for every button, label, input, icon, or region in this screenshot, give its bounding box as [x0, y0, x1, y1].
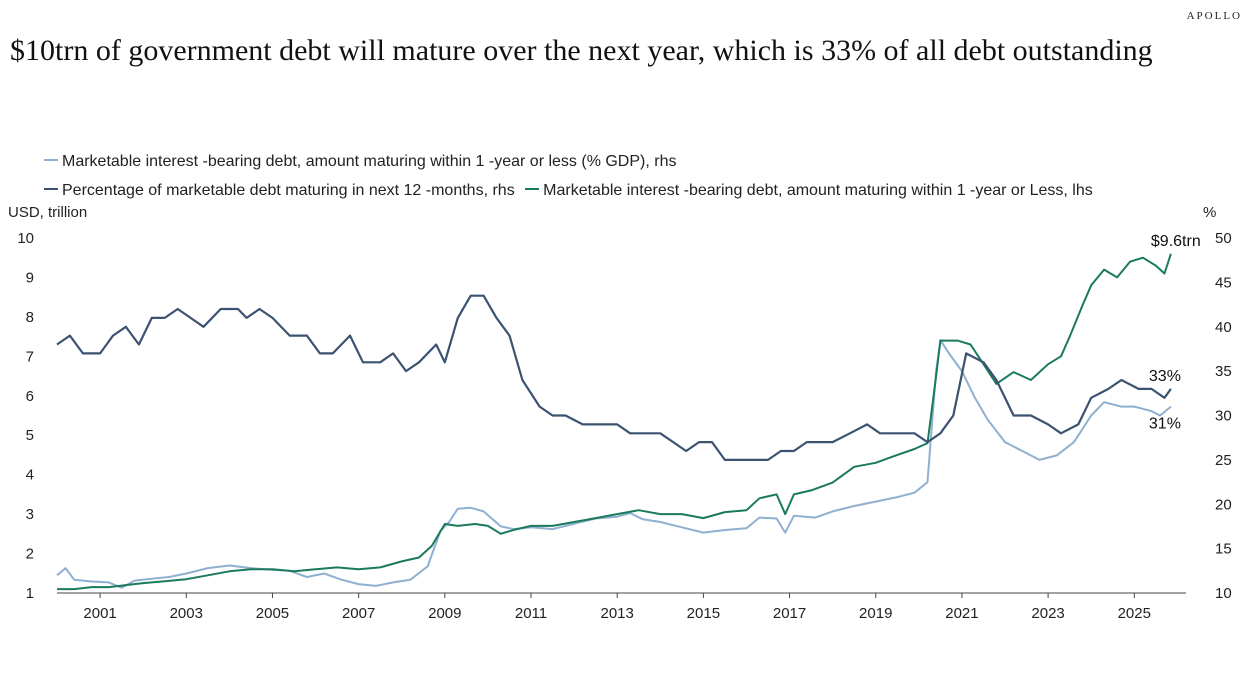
legend-item-percentage: Percentage of marketable debt maturing i… — [44, 182, 515, 200]
x-tick-label: 2017 — [773, 605, 806, 622]
y-right-tick-label: 45 — [1215, 274, 1232, 291]
legend-swatch-percentage — [44, 187, 58, 190]
y-left-tick-label: 5 — [26, 427, 34, 444]
legend-item-gdp: Marketable interest -bearing debt, amoun… — [44, 153, 676, 171]
y-left-tick-label: 3 — [26, 506, 34, 523]
y-right-tick-label: 35 — [1215, 363, 1232, 380]
legend-swatch-usd — [525, 187, 540, 190]
legend-label-gdp: Marketable interest -bearing debt, amoun… — [62, 153, 677, 170]
y-right-tick-label: 30 — [1215, 408, 1232, 425]
left-axis-title: USD, trillion — [8, 204, 88, 221]
annotation-33pct: 33% — [1149, 368, 1181, 385]
y-right-tick-label: 20 — [1215, 496, 1232, 513]
y-right-tick-label: 15 — [1215, 541, 1232, 558]
legend-row-2: Percentage of marketable debt maturing i… — [44, 182, 1093, 200]
legend-item-usd: Marketable interest -bearing debt, amoun… — [525, 182, 1093, 200]
y-left-tick-label: 4 — [26, 467, 34, 484]
y-left-tick-label: 6 — [26, 388, 34, 405]
y-right-tick-label: 50 — [1215, 230, 1232, 247]
y-right-tick-label: 40 — [1215, 319, 1232, 336]
x-tick-label: 2019 — [859, 605, 892, 622]
legend-swatch-gdp — [44, 158, 58, 161]
x-tick-label: 2007 — [342, 605, 375, 622]
x-tick-label: 2025 — [1118, 605, 1151, 622]
y-left-tick-label: 2 — [26, 546, 34, 563]
brand-logo: APOLLO — [1186, 10, 1242, 22]
legend-label-usd: Marketable interest -bearing debt, amoun… — [543, 182, 1093, 199]
y-left-tick-label: 8 — [26, 309, 34, 326]
x-tick-label: 2015 — [687, 605, 720, 622]
y-right-tick-label: 25 — [1215, 452, 1232, 469]
y-left-tick-label: 7 — [26, 348, 34, 365]
x-tick-label: 2009 — [428, 605, 461, 622]
chart-title: $10trn of government debt will mature ov… — [10, 34, 1153, 67]
x-tick-label: 2005 — [256, 605, 289, 622]
x-tick-label: 2013 — [601, 605, 634, 622]
x-tick-label: 2023 — [1031, 605, 1064, 622]
y-left-tick-label: 10 — [17, 230, 34, 247]
legend-row-1: Marketable interest -bearing debt, amoun… — [44, 153, 676, 171]
annotation-9-6trn: $9.6trn — [1151, 233, 1201, 250]
annotation-31pct: 31% — [1149, 416, 1181, 433]
x-tick-label: 2001 — [83, 605, 116, 622]
series-line-gdp — [56, 339, 1172, 589]
series-line-percentage — [56, 294, 1172, 461]
right-axis-title: % — [1203, 204, 1217, 221]
x-tick-label: 2003 — [170, 605, 203, 622]
y-right-tick-label: 10 — [1215, 585, 1232, 602]
y-left-tick-label: 9 — [26, 269, 34, 286]
legend-label-percentage: Percentage of marketable debt maturing i… — [62, 182, 515, 199]
y-left-tick-label: 1 — [26, 585, 34, 602]
series-line-usd — [57, 253, 1172, 591]
x-tick-label: 2011 — [515, 605, 547, 622]
x-tick-label: 2021 — [945, 605, 978, 622]
